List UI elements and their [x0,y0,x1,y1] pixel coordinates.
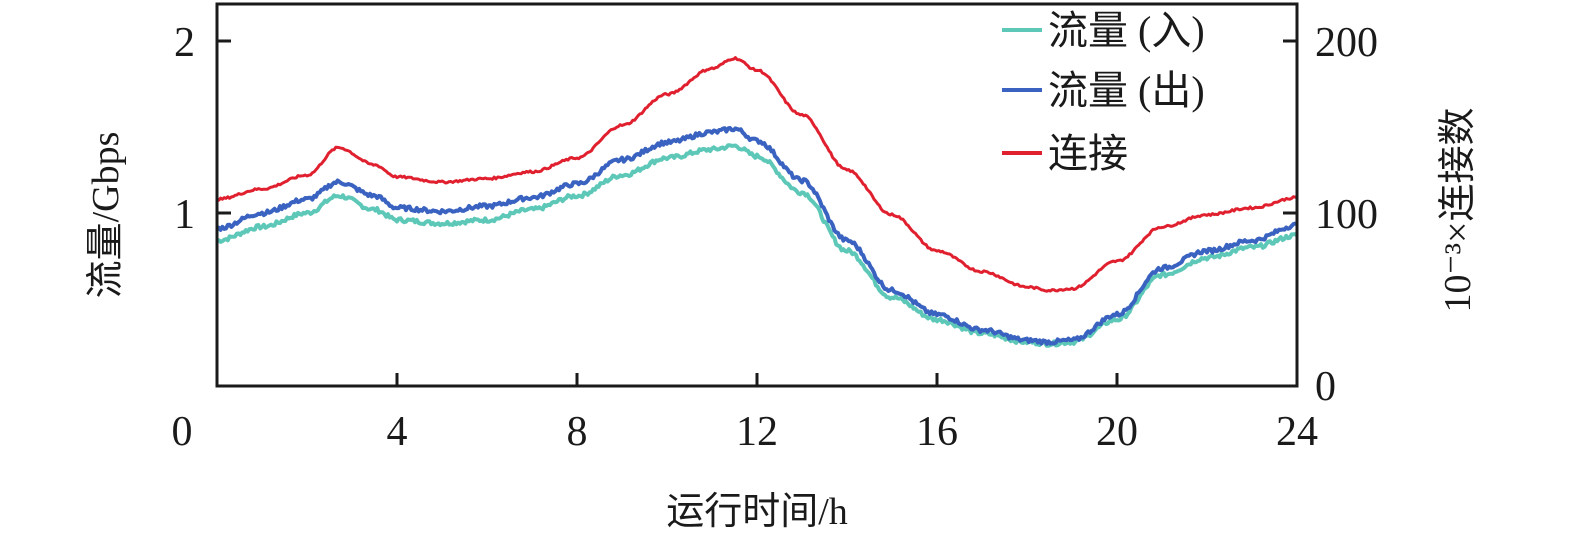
series-traffic-in [216,143,1299,348]
y-tick-label: 2 [174,20,195,66]
x-tick-label: 4 [387,409,408,455]
y-axis-label: 流量/Gbps [85,132,127,299]
y2-tick-label: 100 [1315,192,1378,238]
x-tick-label: 24 [1276,409,1318,455]
x-tick-label: 16 [916,409,958,455]
legend-label-conn: 连接 [1048,131,1128,176]
y2-tick-label: 200 [1315,20,1378,66]
y2-axis-label: 10⁻³×连接数 [1437,108,1479,313]
series-traffic-out [216,126,1298,346]
series-connections [216,56,1297,293]
x-tick-label: 20 [1096,409,1138,455]
x-tick-label: 0 [172,409,193,455]
y2-tick-label: 0 [1315,364,1336,410]
series-layer [216,56,1299,348]
legend-label-out: 流量 (出) [1048,68,1205,113]
x-axis-label: 运行时间/h [666,491,848,533]
legend-label-in: 流量 (入) [1048,8,1205,53]
y-tick-label: 1 [174,192,195,238]
x-tick-label: 8 [567,409,588,455]
x-tick-label: 12 [736,409,778,455]
legend: 流量 (入) 流量 (出) 连接 [1002,8,1205,176]
plot-frame [215,2,1299,388]
